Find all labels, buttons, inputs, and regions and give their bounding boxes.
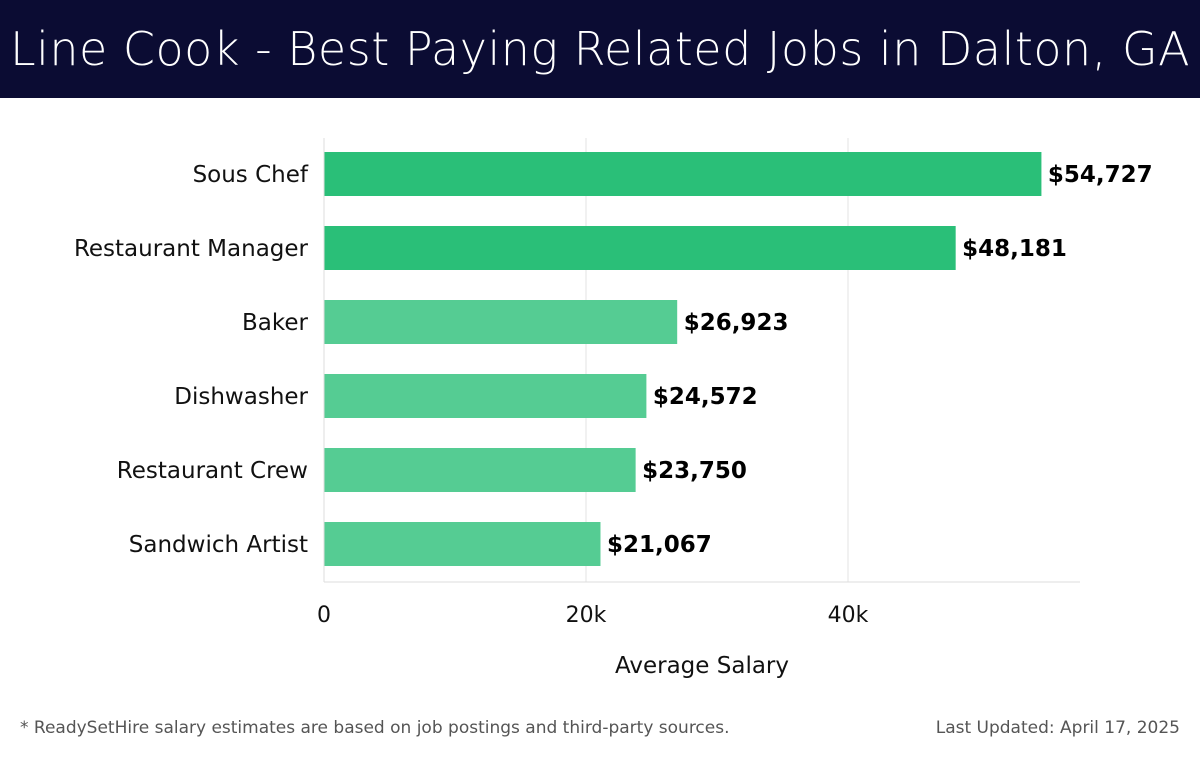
x-axis: 0 20k 40k [317, 603, 869, 628]
category-label: Restaurant Crew [117, 458, 308, 484]
value-label: $48,181 [962, 236, 1067, 262]
category-label: Baker [242, 310, 309, 336]
footer-note: * ReadySetHire salary estimates are base… [20, 718, 730, 738]
x-tick-label: 0 [317, 603, 331, 628]
value-label: $26,923 [684, 310, 789, 336]
value-label: $23,750 [642, 458, 747, 484]
title-bar: Line Cook - Best Paying Related Jobs in … [0, 0, 1200, 98]
bar-chart: Sous Chef $54,727 Restaurant Manager $48,18… [74, 138, 1153, 679]
bar [324, 374, 647, 418]
bar [324, 226, 956, 270]
x-tick-label: 40k [828, 603, 869, 628]
gridlines [323, 138, 1080, 583]
bar [324, 522, 601, 566]
category-label: Restaurant Manager [74, 236, 309, 262]
bar [324, 448, 636, 492]
value-label: $21,067 [607, 532, 712, 558]
bar [324, 152, 1042, 196]
chart-title: Line Cook - Best Paying Related Jobs in … [9, 22, 1191, 76]
x-axis-title: Average Salary [615, 653, 789, 679]
category-label: Sous Chef [193, 162, 309, 188]
last-updated: Last Updated: April 17, 2025 [935, 718, 1180, 738]
x-tick-label: 20k [566, 603, 607, 628]
value-label: $24,572 [653, 384, 758, 410]
bar [324, 300, 678, 344]
category-label: Dishwasher [174, 384, 308, 410]
category-label: Sandwich Artist [129, 532, 308, 558]
bars: Sous Chef $54,727 Restaurant Manager $48,18… [74, 152, 1153, 566]
value-label: $54,727 [1048, 162, 1153, 188]
